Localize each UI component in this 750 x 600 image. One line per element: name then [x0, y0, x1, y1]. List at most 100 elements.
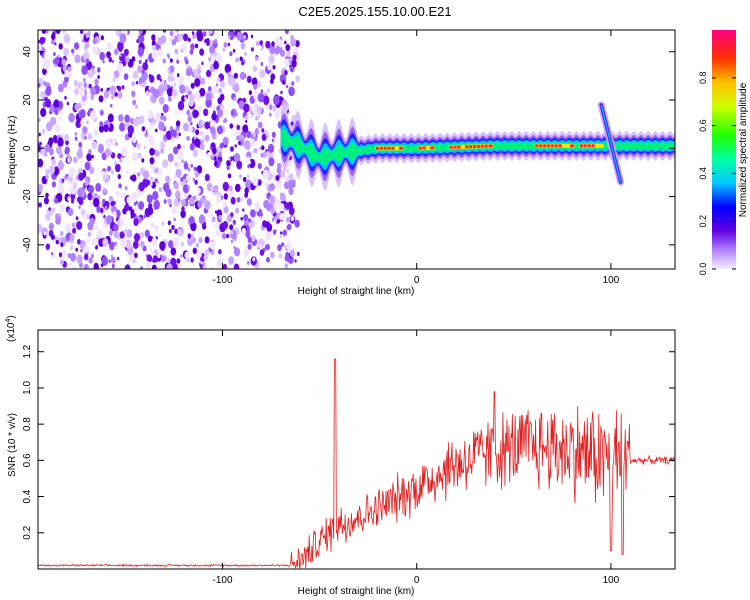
noise-speckle: [244, 115, 248, 120]
noise-speckle: [157, 180, 160, 185]
peak-red: [569, 144, 575, 148]
noise-speckle: [195, 242, 199, 248]
noise-speckle: [110, 103, 113, 108]
snr-x-axis-label: Height of straight line (km): [298, 586, 415, 597]
noise-speckle: [217, 191, 221, 196]
noise-speckle: [84, 179, 89, 186]
noise-speckle: [209, 240, 216, 250]
noise-speckle: [158, 121, 165, 131]
noise-speckle: [259, 215, 263, 220]
noise-speckle: [92, 38, 97, 45]
spectrogram-y-tick-label: 40: [22, 46, 33, 58]
noise-speckle: [167, 198, 172, 206]
snr-y-tick-label: 1.0: [22, 381, 33, 395]
noise-speckle: [233, 263, 240, 269]
noise-speckle: [76, 149, 83, 159]
noise-speckle: [189, 127, 193, 133]
noise-speckle: [131, 81, 135, 87]
noise-speckle: [88, 185, 95, 194]
noise-speckle: [147, 130, 150, 134]
noise-speckle: [291, 59, 297, 68]
snr-y-multiplier: (x104): [5, 315, 17, 342]
noise-speckle: [236, 160, 243, 170]
noise-speckle: [142, 62, 149, 71]
noise-speckle: [189, 216, 195, 225]
noise-speckle: [261, 133, 267, 141]
noise-speckle: [161, 255, 166, 263]
noise-speckle: [233, 97, 236, 101]
noise-speckle: [192, 195, 196, 201]
noise-speckle: [144, 229, 150, 238]
noise-speckle: [247, 243, 252, 250]
noise-speckle: [112, 211, 117, 217]
noise-speckle: [128, 254, 135, 263]
noise-speckle: [241, 60, 245, 66]
noise-speckle: [40, 36, 46, 44]
snr-y-tick-label: 0.2: [22, 525, 33, 539]
noise-speckle: [211, 147, 217, 155]
noise-speckle: [188, 93, 195, 103]
noise-speckle: [132, 136, 137, 144]
noise-speckle: [173, 181, 179, 189]
noise-speckle: [80, 85, 85, 92]
noise-speckle: [38, 223, 43, 234]
noise-speckle: [246, 130, 252, 139]
noise-speckle: [48, 217, 51, 221]
noise-speckle: [39, 141, 42, 146]
snr-x-tick-label: -100: [212, 575, 232, 586]
noise-speckle: [112, 77, 116, 82]
noise-speckle: [183, 122, 189, 132]
noise-speckle: [147, 207, 154, 215]
noise-speckle: [44, 58, 51, 68]
noise-speckle: [290, 37, 297, 47]
noise-speckle: [294, 219, 300, 228]
noise-speckle: [130, 117, 135, 125]
noise-speckle: [66, 156, 72, 163]
noise-speckle: [103, 124, 109, 133]
noise-speckle: [57, 83, 64, 93]
noise-speckle: [207, 86, 212, 92]
noise-speckle: [262, 151, 267, 158]
noise-speckle: [41, 128, 46, 135]
noise-speckle: [166, 263, 173, 269]
noise-speckle: [85, 58, 90, 64]
noise-speckle: [271, 131, 276, 138]
noise-speckle: [107, 165, 111, 172]
noise-speckle: [222, 181, 229, 192]
noise-speckle: [72, 227, 77, 234]
noise-speckle: [168, 96, 172, 102]
noise-speckle: [157, 248, 163, 256]
noise-speckle: [198, 237, 203, 244]
noise-speckle: [239, 71, 246, 80]
noise-speckle: [173, 174, 178, 181]
noise-speckle: [108, 259, 111, 264]
noise-speckle: [182, 144, 186, 150]
noise-speckle: [247, 218, 252, 223]
noise-speckle: [58, 252, 63, 258]
noise-speckle: [229, 224, 234, 231]
noise-speckle: [154, 249, 158, 254]
noise-speckle: [62, 30, 66, 34]
noise-speckle: [138, 30, 143, 35]
noise-speckle: [77, 187, 84, 197]
noise-speckle: [64, 95, 67, 100]
noise-speckle: [45, 192, 49, 198]
noise-speckle: [113, 70, 120, 79]
noise-speckle: [107, 113, 114, 123]
snr-y-axis-label: SNR (10 * v/v): [7, 413, 18, 477]
noise-speckle: [152, 190, 159, 201]
noise-speckle: [211, 217, 215, 223]
noise-speckle: [267, 62, 273, 71]
noise-speckle: [150, 176, 154, 182]
noise-speckle: [226, 159, 231, 167]
noise-speckle: [235, 207, 239, 214]
noise-speckle: [67, 66, 72, 73]
noise-speckle: [203, 254, 209, 261]
noise-speckle: [174, 110, 178, 115]
noise-speckle: [259, 69, 266, 79]
noise-speckle: [147, 109, 154, 119]
noise-speckle: [286, 169, 289, 173]
spectrogram-y-axis-label: Frequency (Hz): [7, 116, 18, 185]
noise-speckle: [152, 118, 157, 125]
noise-speckle: [99, 121, 104, 127]
